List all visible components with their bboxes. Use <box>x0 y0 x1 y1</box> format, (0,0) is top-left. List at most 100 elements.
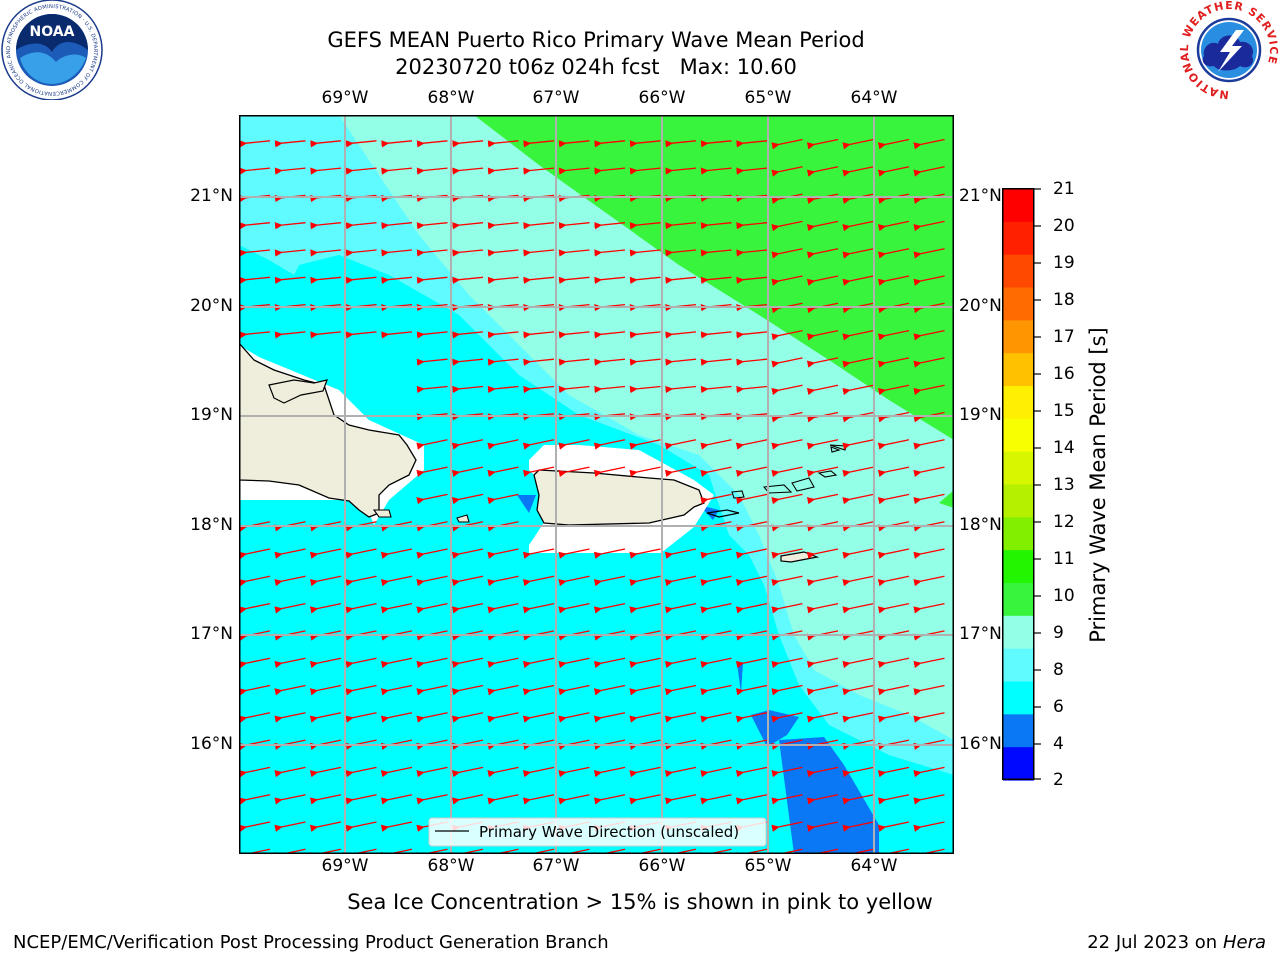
wave-direction-arrow <box>913 602 945 614</box>
wave-direction-arrow <box>239 276 271 284</box>
wave-direction-arrow <box>416 167 448 175</box>
wave-direction-arrow <box>487 575 519 587</box>
wave-direction-arrow <box>593 575 626 587</box>
wave-direction-arrow <box>239 575 271 587</box>
wave-direction-arrow <box>806 493 839 505</box>
wave-direction-arrow <box>664 575 697 587</box>
wave-direction-arrow <box>842 712 874 723</box>
wave-direction-arrow <box>735 794 768 805</box>
lat-label-right-20n: 20°N <box>959 296 1002 316</box>
wave-direction-arrow <box>274 712 306 723</box>
wave-direction-arrow <box>239 602 271 614</box>
wave-direction-arrow <box>736 249 768 257</box>
wave-direction-arrow <box>629 602 661 614</box>
wave-direction-arrow <box>416 712 448 723</box>
wave-direction-arrow <box>735 712 768 723</box>
wave-direction-arrow <box>913 466 945 477</box>
wave-direction-arrow <box>416 222 448 230</box>
wave-direction-arrow <box>806 766 839 778</box>
wave-direction-arrow <box>558 712 590 723</box>
wave-direction-arrow <box>593 466 626 477</box>
wave-direction-arrow <box>451 493 484 505</box>
wave-direction-arrow <box>523 331 555 339</box>
wave-direction-arrow <box>487 794 519 805</box>
lon-label-bottom-69w: 69°W <box>321 856 369 876</box>
wave-direction-arrow <box>736 167 768 175</box>
wave-direction-arrow <box>380 766 413 778</box>
wave-direction-arrow <box>913 248 945 259</box>
wave-direction-arrow <box>736 140 768 148</box>
wave-direction-arrow <box>558 684 590 696</box>
wave-direction-arrow <box>274 276 306 284</box>
colorbar-tick-16: 16 <box>1053 364 1075 384</box>
lon-label-bottom-64w: 64°W <box>850 856 898 876</box>
wave-direction-arrow <box>806 166 839 177</box>
wave-direction-arrow <box>593 602 626 614</box>
wave-direction-arrow <box>877 439 910 450</box>
wave-direction-arrow <box>558 657 590 669</box>
wave-direction-arrow <box>274 602 306 614</box>
wave-direction-arrow <box>416 602 448 614</box>
wave-direction-arrow <box>345 331 377 339</box>
band-10-11-patch <box>939 490 954 508</box>
wave-direction-arrow <box>522 684 555 696</box>
lat-label-right-17n: 17°N <box>959 624 1002 644</box>
wave-direction-arrow <box>736 331 768 339</box>
wave-direction-arrow <box>593 766 626 778</box>
wave-direction-arrow <box>771 602 803 614</box>
wave-direction-arrow <box>593 794 626 805</box>
wave-direction-arrow <box>877 766 910 778</box>
wave-direction-arrow <box>806 575 839 587</box>
wave-direction-arrow <box>629 331 661 339</box>
anegada-island <box>830 446 841 453</box>
wave-direction-arrow <box>274 222 306 230</box>
wave-direction-arrow <box>309 794 342 805</box>
colorbar-tick-14: 14 <box>1053 438 1075 458</box>
lon-label-bottom-66w: 66°W <box>638 856 686 876</box>
wave-direction-arrow <box>806 357 839 368</box>
wave-direction-arrow <box>736 358 768 366</box>
colorbar-tick-10: 10 <box>1053 586 1075 606</box>
wave-direction-arrow <box>913 548 945 559</box>
wave-direction-arrow <box>700 548 732 559</box>
colorbar-segment <box>1003 189 1034 223</box>
wave-direction-arrow <box>593 684 626 696</box>
wave-direction-arrow <box>451 466 484 477</box>
wave-direction-arrow <box>380 602 413 614</box>
wave-direction-arrow <box>310 331 342 339</box>
wave-direction-arrow <box>842 466 874 477</box>
wave-direction-arrow <box>700 222 732 230</box>
wave-direction-arrow <box>345 657 377 669</box>
wave-direction-arrow <box>345 821 377 832</box>
wave-direction-arrow <box>629 358 661 366</box>
wave-direction-arrow <box>416 766 448 778</box>
wave-direction-arrow <box>487 222 519 230</box>
wave-direction-arrow <box>842 357 874 368</box>
wave-direction-arrow <box>381 276 413 284</box>
wave-direction-arrow <box>416 794 448 805</box>
wave-direction-arrow <box>558 358 590 366</box>
wave-direction-arrow <box>416 331 448 339</box>
wave-direction-arrow <box>771 466 803 477</box>
wave-direction-arrow <box>558 385 590 394</box>
wave-direction-arrow <box>700 439 732 450</box>
wave-direction-arrow <box>239 766 271 778</box>
wave-direction-arrow <box>451 548 484 559</box>
wave-direction-arrow <box>452 276 484 284</box>
wave-direction-arrow <box>913 794 945 805</box>
wave-direction-arrow <box>558 466 590 477</box>
wave-direction-arrow <box>239 140 271 148</box>
colorbar-tick-21: 21 <box>1053 179 1075 199</box>
wave-direction-arrow <box>345 548 377 559</box>
wave-direction-arrow <box>380 548 413 559</box>
culebra-island <box>731 490 745 499</box>
wave-direction-arrow <box>487 358 519 366</box>
wave-direction-arrow <box>310 167 342 175</box>
wave-direction-arrow <box>771 357 803 368</box>
colorbar-tick-13: 13 <box>1053 475 1075 495</box>
lon-label-top-68w: 68°W <box>427 88 475 108</box>
wave-direction-arrow <box>771 548 803 559</box>
wave-direction-arrow <box>381 331 413 339</box>
wave-direction-arrow <box>239 657 271 669</box>
wave-direction-arrow <box>274 766 306 778</box>
